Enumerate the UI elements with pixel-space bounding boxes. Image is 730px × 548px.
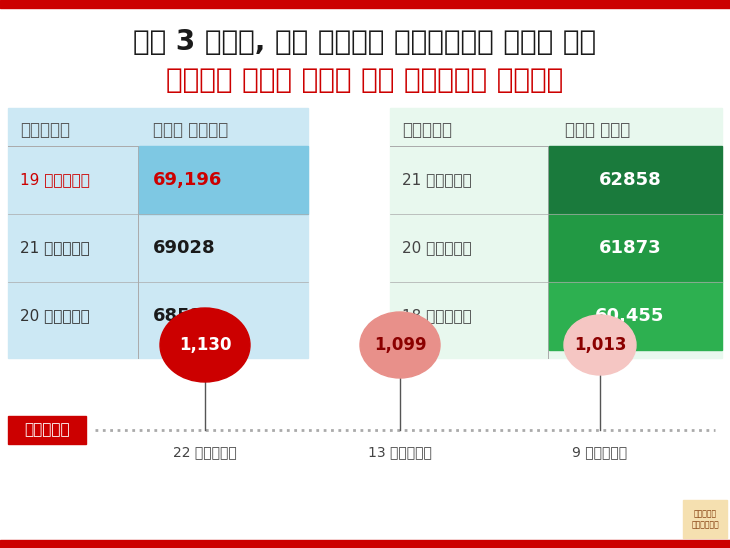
- Bar: [683, 500, 727, 538]
- Ellipse shape: [564, 315, 636, 375]
- Text: 9 अगस्त: 9 अगस्त: [572, 445, 628, 459]
- Text: मौतें: मौतें: [24, 423, 70, 437]
- Text: 20 अगस्त: 20 अगस्त: [20, 309, 90, 323]
- Text: 69028: 69028: [153, 239, 215, 257]
- Text: ठीक हुए: ठीक हुए: [565, 121, 630, 139]
- Text: 68518: 68518: [153, 307, 216, 325]
- Text: तारीख: तारीख: [402, 121, 452, 139]
- Text: तारीख: तारीख: [20, 121, 70, 139]
- Text: 61873: 61873: [599, 239, 661, 257]
- Ellipse shape: [360, 312, 440, 378]
- Text: 69,196: 69,196: [153, 171, 223, 189]
- Text: 21 अगस्त: 21 अगस्त: [402, 173, 472, 187]
- Text: 22 जुलाई: 22 जुलाई: [173, 445, 237, 459]
- Bar: [8, 416, 86, 444]
- Bar: [390, 108, 722, 358]
- Bar: [8, 108, 308, 358]
- Text: वे 3 दिन, जब सबसे ज्यादा केस आए: वे 3 दिन, जब सबसे ज्यादा केस आए: [134, 28, 596, 56]
- Text: 1,130: 1,130: [179, 336, 231, 354]
- Bar: [0, 540, 730, 548]
- Text: केस बढ़े: केस बढ़े: [153, 121, 228, 139]
- Text: 1,013: 1,013: [574, 336, 626, 354]
- Bar: [549, 146, 722, 214]
- Text: 13 अगस्त: 13 अगस्त: [368, 445, 432, 459]
- Text: 60,455: 60,455: [595, 307, 665, 325]
- Ellipse shape: [160, 308, 250, 382]
- Text: 20 अगस्त: 20 अगस्त: [402, 241, 472, 255]
- Bar: [139, 146, 308, 214]
- Bar: [549, 214, 722, 282]
- Bar: [0, 0, 730, 8]
- Text: मरीज ठीक हुए और मौतें हुईं: मरीज ठीक हुए और मौतें हुईं: [166, 66, 564, 94]
- Text: 1,099: 1,099: [374, 336, 426, 354]
- Text: दैनिक
भास्कर: दैनिक भास्कर: [691, 509, 719, 529]
- Text: 21 अगस्त: 21 अगस्त: [20, 241, 90, 255]
- Text: 19 अगस्त: 19 अगस्त: [20, 173, 90, 187]
- Text: 62858: 62858: [599, 171, 661, 189]
- Text: 18 अगस्त: 18 अगस्त: [402, 309, 472, 323]
- Bar: [549, 282, 722, 350]
